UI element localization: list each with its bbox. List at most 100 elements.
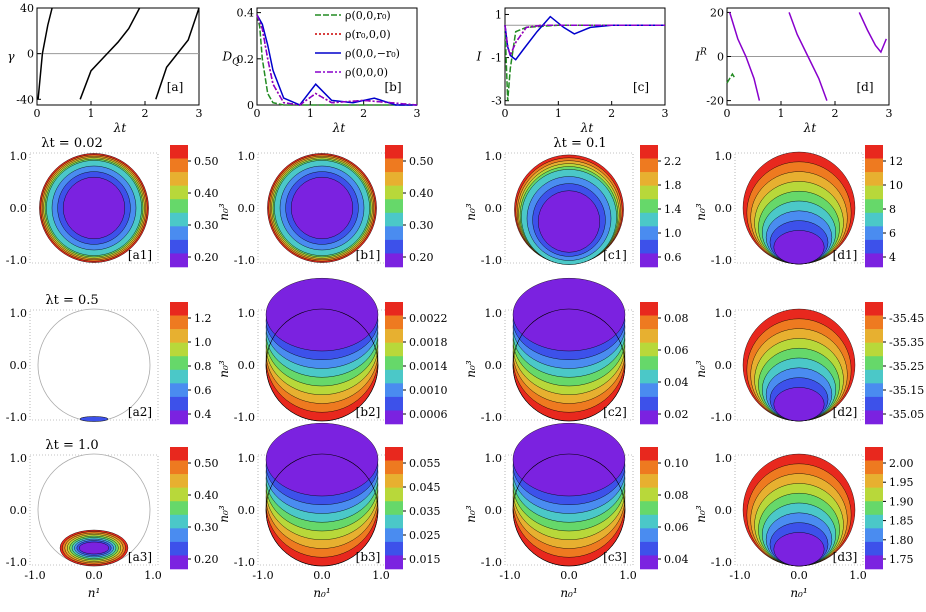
colorbar-label: 0.08 <box>664 312 689 325</box>
y-tick-label: 20 <box>710 6 724 19</box>
y-tick-label: -1 <box>491 52 502 65</box>
colorbar-swatch <box>170 226 188 241</box>
colorbar-label: 0.0014 <box>409 360 448 373</box>
series-line <box>79 7 141 100</box>
panel-label: [c] <box>633 80 649 94</box>
colorbar-swatch <box>865 356 883 371</box>
colorbar-swatch <box>865 172 883 186</box>
disk-panel-c1: [c1] 1.0 0.0 -1.0 n₀³ 2.2 1.8 1.4 1.0 0.6 <box>464 145 682 268</box>
y-tick-label: -1.0 <box>711 411 732 424</box>
colorbar-swatch <box>385 185 403 200</box>
colorbar-swatch <box>640 226 658 241</box>
x-tick-label: 1.0 <box>849 569 867 582</box>
disk-panel-d3: [d3] 1.0 0.0 -1.0 n₀³ -1.0 0.0 1.0 n₀¹ 2.00 1.95 1.… <box>694 447 914 600</box>
y-axis-label: n³ <box>0 363 3 376</box>
colorbar-label: 0.04 <box>664 376 689 389</box>
colorbar-swatch <box>170 253 188 268</box>
colorbar: 0.08 0.06 0.04 0.02 <box>640 302 689 425</box>
x-tick-label: 0 <box>502 107 509 120</box>
colorbar-swatch <box>170 329 188 343</box>
colorbar-swatch <box>865 487 883 502</box>
contour-band <box>265 278 379 352</box>
y-tick-label: 1.0 <box>485 307 503 320</box>
y-tick-label: 1.0 <box>238 307 256 320</box>
y-tick-label: -1.0 <box>234 254 255 267</box>
colorbar-swatch <box>865 396 883 411</box>
y-tick-label: 0.2 <box>237 53 255 66</box>
colorbar-swatch <box>640 528 658 543</box>
colorbar-swatch <box>170 447 188 461</box>
y-tick-label: 0.0 <box>10 359 28 372</box>
series-line <box>504 24 665 58</box>
colorbar-label: 0.015 <box>409 553 441 566</box>
colorbar-swatch <box>865 447 883 461</box>
x-axis-label: λt <box>113 121 127 135</box>
panel-label: [a] <box>167 80 184 94</box>
disk-panel-a2: [a2] 1.0 0.0 -1.0 n³ 1.2 1.0 0.8 0.6 0.4 <box>0 302 212 425</box>
y-tick-label: 0 <box>247 99 254 112</box>
y-axis-label-sup: R <box>699 48 707 58</box>
colorbar-swatch <box>385 501 403 516</box>
colorbar-swatch <box>385 302 403 316</box>
colorbar-swatch <box>385 145 403 159</box>
colorbar-label: 0.025 <box>409 529 441 542</box>
y-axis-label: n₀³ <box>464 505 478 523</box>
colorbar: 0.50 0.40 0.30 0.20 <box>170 145 219 268</box>
panel-label: [b3] <box>356 550 381 564</box>
legend-entry: ρ(0,0,−r₀) <box>345 47 400 60</box>
colorbar-swatch <box>170 315 188 330</box>
colorbar-swatch <box>170 369 188 384</box>
panel-label: [c2] <box>603 405 627 419</box>
colorbar-swatch <box>865 158 883 173</box>
colorbar-swatch <box>385 239 403 254</box>
colorbar-swatch <box>640 315 658 330</box>
colorbar-label: 0.4 <box>194 408 212 421</box>
x-tick-label: 1 <box>307 107 314 120</box>
colorbar-label: 1.90 <box>889 495 914 508</box>
colorbar-label: 0.50 <box>409 155 434 168</box>
y-axis-label: n₀³ <box>217 203 231 221</box>
x-tick-label: 0 <box>254 107 261 120</box>
y-tick-label: -1.0 <box>481 411 502 424</box>
disk-panel-c2: [c2] 1.0 0.0 -1.0 n₀³ 0.08 0.06 0.04 0.02 <box>464 278 689 425</box>
disk-outline <box>512 308 626 422</box>
contour-band <box>773 230 825 265</box>
y-axis-label: n³ <box>0 206 3 219</box>
colorbar-swatch <box>640 555 658 570</box>
colorbar-label: 12 <box>889 155 903 168</box>
y-tick-label: 0.0 <box>10 202 28 215</box>
colorbar-swatch <box>170 145 188 159</box>
y-tick-label: -1.0 <box>234 411 255 424</box>
contour-band <box>78 541 109 555</box>
series-line <box>256 14 417 106</box>
colorbar-label: -35.35 <box>889 336 924 349</box>
colorbar-swatch <box>865 514 883 529</box>
y-tick-label: 1.0 <box>485 150 503 163</box>
row-title-left: λt = 1.0 <box>45 438 98 453</box>
disk-panel-b3: [b3] 1.0 0.0 -1.0 n₀³ -1.0 0.0 1.0 n₀¹ 0.055 0.045… <box>217 423 441 600</box>
y-tick-label: 1.0 <box>715 307 733 320</box>
y-tick-label: -1.0 <box>234 556 255 569</box>
panel-label: [b1] <box>356 248 381 262</box>
y-axis-label: n₀³ <box>217 505 231 523</box>
row-title-right: λt = 0.1 <box>553 136 606 151</box>
colorbar-swatch <box>385 514 403 529</box>
colorbar-swatch <box>170 342 188 357</box>
colorbar-swatch <box>385 369 403 384</box>
colorbar-label: 0.30 <box>194 219 219 232</box>
y-axis-label: n₀³ <box>217 360 231 378</box>
panel-label: [a3] <box>128 550 152 564</box>
colorbar-label: 0.06 <box>664 344 689 357</box>
x-tick-label: 0.0 <box>790 569 808 582</box>
panel-label: [d] <box>856 80 873 94</box>
x-tick-label: 1 <box>555 107 562 120</box>
series-line <box>728 12 761 101</box>
y-tick-label: 0.0 <box>10 504 28 517</box>
x-tick-label: 3 <box>662 107 669 120</box>
y-axis-label: n₀³ <box>694 505 708 523</box>
colorbar-swatch <box>385 460 403 475</box>
colorbar-swatch <box>170 185 188 200</box>
colorbar-swatch <box>865 185 883 200</box>
y-tick-label: 0.0 <box>485 202 503 215</box>
